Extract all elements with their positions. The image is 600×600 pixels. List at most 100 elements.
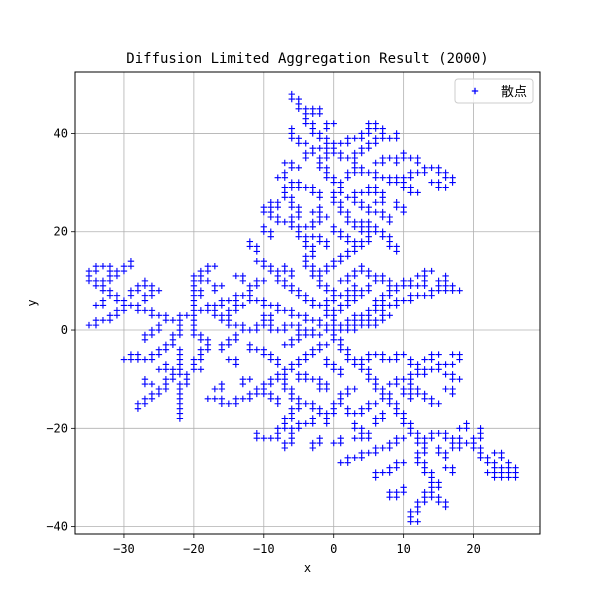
scatter-point xyxy=(386,312,393,319)
scatter-point xyxy=(456,444,463,452)
scatter-point xyxy=(288,282,295,289)
scatter-point xyxy=(281,341,288,348)
scatter-point xyxy=(330,336,337,344)
scatter-point xyxy=(344,248,351,255)
scatter-point xyxy=(414,439,421,447)
scatter-point xyxy=(155,287,163,294)
scatter-point xyxy=(267,317,274,324)
scatter-point xyxy=(316,267,323,275)
y-tick-label: 0 xyxy=(61,323,68,337)
scatter-point xyxy=(323,361,330,368)
scatter-point xyxy=(141,307,149,314)
scatter-point xyxy=(309,149,316,157)
scatter-point xyxy=(428,351,435,358)
scatter-point xyxy=(295,336,302,344)
scatter-point xyxy=(435,430,442,437)
scatter-point xyxy=(253,321,261,329)
scatter-point xyxy=(449,390,456,398)
scatter-point xyxy=(246,341,254,348)
scatter-point xyxy=(218,395,226,403)
scatter-point xyxy=(505,474,512,481)
scatter-point xyxy=(239,326,247,334)
scatter-point xyxy=(414,189,421,196)
y-axis-ticks: −40 −20 0 20 40 xyxy=(46,126,75,534)
scatter-point xyxy=(386,243,393,250)
scatter-point xyxy=(372,199,379,206)
scatter-point xyxy=(323,238,330,245)
data-points xyxy=(85,90,519,525)
scatter-point xyxy=(232,361,240,368)
scatter-point xyxy=(323,420,330,427)
scatter-point xyxy=(449,179,456,186)
scatter-point xyxy=(498,454,505,462)
scatter-point xyxy=(288,179,295,186)
scatter-point xyxy=(113,292,121,299)
scatter-point xyxy=(449,351,456,358)
scatter-point xyxy=(295,405,302,412)
scatter-point xyxy=(316,385,323,393)
scatter-point xyxy=(288,395,295,403)
scatter-point xyxy=(232,302,240,309)
scatter-point xyxy=(365,267,372,275)
legend-marker-icon xyxy=(471,87,479,95)
x-tick-label: 0 xyxy=(330,542,337,556)
scatter-point xyxy=(435,277,442,285)
scatter-point xyxy=(190,272,198,280)
scatter-point xyxy=(99,317,107,324)
y-axis-label: y xyxy=(25,299,39,306)
scatter-point xyxy=(302,420,309,427)
scatter-point xyxy=(379,233,386,240)
scatter-point xyxy=(169,375,177,383)
scatter-point xyxy=(141,336,149,344)
scatter-point xyxy=(386,356,393,363)
scatter-point xyxy=(400,390,407,398)
scatter-point xyxy=(106,277,114,285)
scatter-point xyxy=(393,282,400,289)
scatter-point xyxy=(211,385,219,393)
scatter-point xyxy=(253,430,261,437)
scatter-point xyxy=(309,218,316,226)
scatter-point xyxy=(92,277,100,285)
scatter-point xyxy=(274,375,281,383)
axes-frame xyxy=(74,71,541,535)
scatter-point xyxy=(295,375,302,383)
x-tick-label: 10 xyxy=(396,542,410,556)
scatter-point xyxy=(428,164,435,172)
x-axis-label: x xyxy=(304,561,311,575)
scatter-point xyxy=(400,434,407,442)
scatter-point xyxy=(393,493,400,501)
scatter-point xyxy=(260,297,267,304)
scatter-point xyxy=(365,405,372,412)
scatter-point xyxy=(330,366,337,373)
scatter-point xyxy=(330,223,337,231)
scatter-point xyxy=(134,405,142,412)
scatter-point xyxy=(372,297,379,304)
scatter-point xyxy=(162,346,170,353)
scatter-point xyxy=(379,154,386,162)
scatter-point xyxy=(337,459,344,466)
scatter-point xyxy=(323,262,330,270)
scatter-point xyxy=(211,395,219,403)
scatter-point xyxy=(365,282,372,289)
scatter-point xyxy=(400,375,407,383)
scatter-point xyxy=(120,307,128,314)
scatter-point xyxy=(337,321,344,329)
scatter-point xyxy=(309,326,316,334)
scatter-point xyxy=(141,277,149,285)
scatter-point xyxy=(316,331,323,339)
scatter-point xyxy=(428,493,435,501)
scatter-point xyxy=(344,410,351,417)
scatter-point xyxy=(302,140,309,147)
scatter-point xyxy=(253,346,261,353)
scatter-point xyxy=(141,380,149,388)
scatter-point xyxy=(253,258,261,265)
scatter-point xyxy=(211,282,219,289)
scatter-point xyxy=(386,493,393,501)
legend-plus-icon xyxy=(471,87,479,95)
scatter-point xyxy=(288,321,295,329)
scatter-point xyxy=(428,267,435,275)
x-tick-label: 20 xyxy=(466,542,480,556)
scatter-point xyxy=(351,189,358,196)
scatter-point xyxy=(351,282,358,289)
